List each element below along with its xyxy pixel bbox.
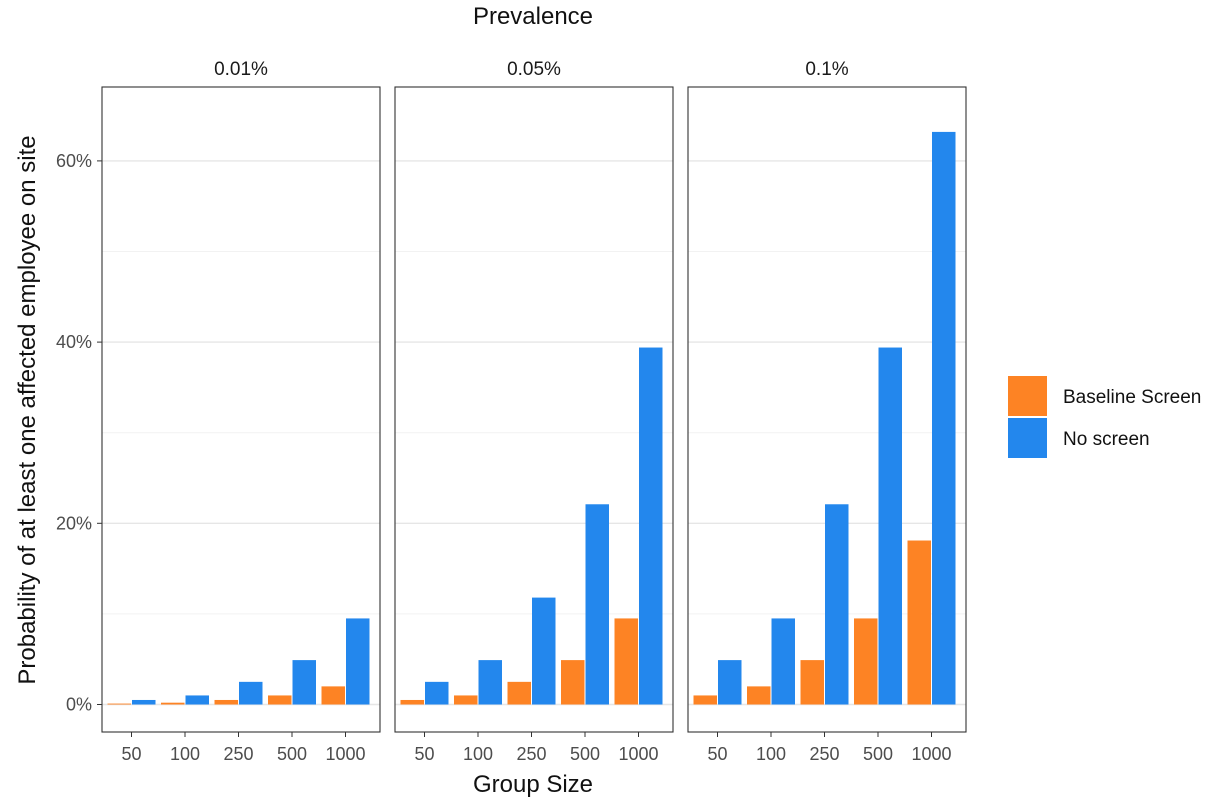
bar-no-screen	[425, 681, 449, 705]
x-tick-label: 250	[516, 744, 546, 764]
bar-no-screen	[771, 618, 795, 705]
bar-no-screen	[132, 699, 156, 705]
y-axis-ticks: 0% 20% 40% 60%	[56, 151, 102, 715]
bar-baseline-screen	[454, 695, 478, 705]
legend: Baseline Screen No screen	[1008, 376, 1201, 458]
legend-swatch	[1008, 376, 1047, 416]
bar-baseline-screen	[907, 540, 931, 705]
legend-label: Baseline Screen	[1063, 387, 1201, 408]
legend-swatch	[1008, 418, 1047, 458]
x-tick-label: 500	[570, 744, 600, 764]
y-axis-title: Probability of at least one affected emp…	[14, 135, 41, 684]
facet-panel: 0.1% 50 100 250 500 1000	[687, 59, 967, 764]
x-tick-label: 250	[223, 744, 253, 764]
facet-label: 0.1%	[805, 59, 848, 80]
x-tick-label: 250	[809, 744, 839, 764]
bar-baseline-screen	[854, 618, 878, 705]
facet-label: 0.05%	[507, 59, 561, 80]
bar-no-screen	[532, 597, 556, 705]
bar-no-screen	[639, 347, 663, 705]
bar-baseline-screen	[107, 703, 131, 705]
x-tick-label: 50	[707, 744, 727, 764]
x-tick-label: 500	[277, 744, 307, 764]
bar-baseline-screen	[400, 699, 424, 705]
facet-panel: 0.01% 50 100 250 500 1000	[101, 59, 381, 764]
x-tick-label: 100	[756, 744, 786, 764]
bar-baseline-screen	[321, 686, 345, 705]
x-tick-label: 1000	[325, 744, 365, 764]
bar-no-screen	[346, 618, 370, 705]
bar-baseline-screen	[507, 681, 531, 705]
bar-no-screen	[292, 660, 316, 705]
y-tick-label: 20%	[56, 513, 92, 533]
bar-no-screen	[478, 660, 502, 705]
y-tick-label: 40%	[56, 332, 92, 352]
y-tick-label: 60%	[56, 151, 92, 171]
x-tick-label: 100	[463, 744, 493, 764]
bar-baseline-screen	[693, 695, 717, 705]
bar-no-screen	[878, 347, 902, 705]
bar-no-screen	[585, 504, 609, 705]
bar-baseline-screen	[614, 618, 638, 705]
x-tick-label: 500	[863, 744, 893, 764]
x-tick-label: 100	[170, 744, 200, 764]
panel-border	[101, 86, 381, 733]
bar-no-screen	[825, 504, 849, 705]
bar-baseline-screen	[561, 660, 585, 705]
bar-baseline-screen	[800, 660, 824, 705]
bar-no-screen	[239, 681, 263, 705]
bar-no-screen	[718, 660, 742, 705]
bar-baseline-screen	[268, 695, 292, 705]
y-tick-label: 0%	[66, 695, 92, 715]
facet-panel: 0.05% 50 100 250 500 1000	[394, 59, 674, 764]
x-tick-label: 1000	[911, 744, 951, 764]
bar-no-screen	[185, 695, 209, 705]
panel-border	[394, 86, 674, 733]
bar-baseline-screen	[161, 702, 185, 705]
x-tick-label: 50	[414, 744, 434, 764]
x-tick-label: 1000	[618, 744, 658, 764]
panel-border	[687, 86, 967, 733]
bar-baseline-screen	[747, 686, 771, 705]
x-axis-title: Group Size	[473, 771, 593, 798]
legend-label: No screen	[1063, 429, 1150, 450]
bar-no-screen	[932, 131, 956, 705]
x-tick-label: 50	[121, 744, 141, 764]
chart-title: Prevalence	[473, 3, 593, 30]
bar-baseline-screen	[214, 699, 238, 705]
facet-label: 0.01%	[214, 59, 268, 80]
